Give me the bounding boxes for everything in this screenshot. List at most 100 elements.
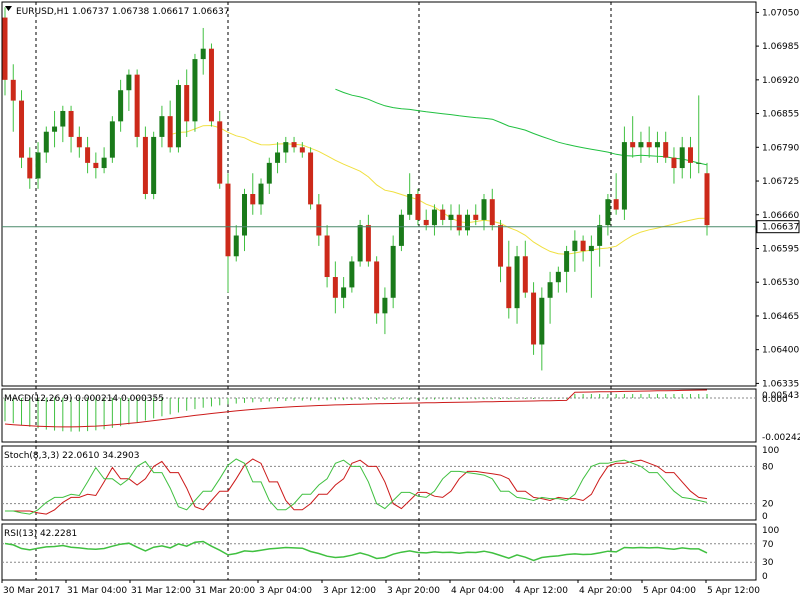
candle-body-82 <box>679 147 685 169</box>
candle-body-15 <box>126 74 132 91</box>
candle-body-49 <box>407 194 413 215</box>
candle-body-10 <box>85 147 91 163</box>
candle-body-44 <box>365 225 371 262</box>
moving-average-fast <box>170 124 708 255</box>
candle-body-61 <box>506 266 512 309</box>
candle-body-71 <box>588 245 594 252</box>
candle-body-63 <box>522 256 528 293</box>
current-price-label: 1.06637 <box>762 223 799 233</box>
price-tick-label-8: 1.06530 <box>762 278 799 288</box>
price-tick-label-4: 1.06790 <box>762 143 799 153</box>
candle-body-2 <box>19 100 25 158</box>
current-price-badge <box>756 220 800 234</box>
candle-body-12 <box>101 157 107 169</box>
candle-body-37 <box>308 152 314 205</box>
candle-body-8 <box>68 110 74 137</box>
candle-body-79 <box>654 142 660 148</box>
x-tick-label-2: 31 Mar 12:00 <box>131 586 191 596</box>
candle-body-47 <box>390 245 396 298</box>
candle-body-55 <box>456 214 462 231</box>
candle-body-35 <box>291 142 297 148</box>
candle-body-73 <box>605 199 611 226</box>
candle-body-59 <box>489 199 495 226</box>
macd-frame <box>1 388 757 443</box>
candle-body-70 <box>580 240 586 252</box>
candle-body-84 <box>696 162 702 164</box>
price-tick-label-9: 1.06465 <box>762 312 799 322</box>
x-tick-label-0: 30 Mar 2017 <box>3 586 60 596</box>
candle-body-27 <box>225 183 231 257</box>
candle-body-85 <box>704 173 710 226</box>
price-tick-label-0: 1.07050 <box>762 8 799 18</box>
candle-body-80 <box>663 142 669 158</box>
candle-body-5 <box>43 131 49 153</box>
candle-body-11 <box>93 162 99 169</box>
candle-body-31 <box>258 183 264 205</box>
candle-body-46 <box>382 297 388 314</box>
candle-body-26 <box>217 121 223 184</box>
pane-frames <box>1 1 757 581</box>
macd-tick-label-2: -0.00242 <box>762 433 800 443</box>
candle-body-32 <box>266 162 272 184</box>
candle-body-20 <box>167 116 173 148</box>
stoch-frame <box>1 445 757 521</box>
macd-pane-title: MACD(12,26,9) 0.000214 0.000355 <box>4 394 164 404</box>
candle-body-65 <box>539 297 545 345</box>
stoch-tick-label-0: 100 <box>762 446 779 456</box>
macd-signal-line <box>4 389 708 428</box>
moving-average-slow <box>335 88 708 166</box>
stoch-pane-title: Stoch(8,3,3) 22.0610 34.2903 <box>4 451 139 461</box>
macd-tick-label-0: 0.00543 <box>762 391 799 401</box>
time-x-axis: 30 Mar 2017 31 Mar 04:00 31 Mar 12:00 31 Ma… <box>1 580 760 596</box>
price-tick-label-2: 1.06920 <box>762 76 799 86</box>
candle-body-29 <box>242 194 248 236</box>
rsi-line <box>4 540 708 562</box>
rsi-tick-label-2: 30 <box>762 558 774 568</box>
candle-body-6 <box>52 126 58 132</box>
candle-body-53 <box>440 209 446 220</box>
macd-pane[interactable] <box>2 389 756 432</box>
candle-body-77 <box>638 142 644 148</box>
candle-body-28 <box>233 235 239 257</box>
candle-body-7 <box>60 110 66 127</box>
candle-body-52 <box>431 209 437 226</box>
candle-body-14 <box>118 90 124 122</box>
x-tick-label-7: 4 Apr 04:00 <box>451 586 504 596</box>
candle-body-48 <box>398 214 404 246</box>
candle-body-43 <box>357 225 363 262</box>
candle-body-76 <box>630 142 636 148</box>
x-tick-label-1: 31 Mar 04:00 <box>67 586 127 596</box>
candle-body-41 <box>341 287 347 298</box>
price-tick-label-3: 1.06855 <box>762 110 799 120</box>
candle-body-62 <box>514 256 520 309</box>
price-tick-label-10: 1.06400 <box>762 346 799 356</box>
stoch-signal-line <box>5 458 708 515</box>
stoch-tick-label-3: 0 <box>762 512 768 522</box>
candle-body-24 <box>200 48 206 60</box>
candle-body-4 <box>35 152 41 179</box>
candle-body-13 <box>109 121 115 158</box>
stoch-tick-label-2: 20 <box>762 500 774 510</box>
price-y-axis: 1.07050 1.06985 1.06920 1.06855 1.06790 1.067… <box>756 8 800 389</box>
candle-body-50 <box>415 194 421 220</box>
candle-body-19 <box>159 116 165 137</box>
candle-body-34 <box>283 142 289 153</box>
candle-body-57 <box>473 214 479 220</box>
stoch-pane[interactable] <box>2 458 756 515</box>
stoch-main-line <box>5 458 708 515</box>
x-tick-label-8: 4 Apr 12:00 <box>515 586 568 596</box>
rsi-pane[interactable] <box>2 540 756 563</box>
candle-body-23 <box>192 59 198 122</box>
candle-body-66 <box>547 282 553 298</box>
candle-body-3 <box>27 157 33 179</box>
candle-body-75 <box>621 142 627 210</box>
x-tick-label-4: 3 Apr 04:00 <box>259 586 312 596</box>
x-tick-label-9: 4 Apr 20:00 <box>579 586 632 596</box>
candle-body-40 <box>332 277 338 298</box>
candle-body-51 <box>423 219 429 226</box>
candle-body-22 <box>184 85 190 122</box>
price-pane[interactable] <box>2 7 756 371</box>
rsi-tick-label-3: 0 <box>762 572 768 582</box>
candle-body-21 <box>175 85 181 148</box>
